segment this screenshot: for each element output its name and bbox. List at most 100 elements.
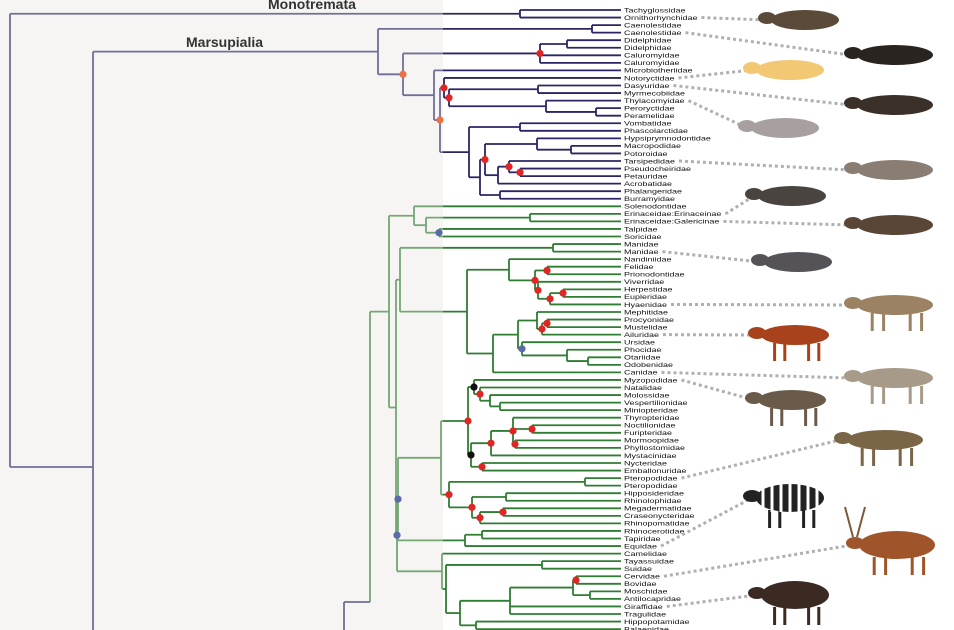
leaf-label: Natalidae xyxy=(624,384,663,392)
clade-label-monotremata: Monotremata xyxy=(268,0,356,12)
animal-images xyxy=(738,10,935,625)
platypus-icon xyxy=(758,10,839,30)
leaf-label: Felidae xyxy=(624,263,654,271)
leaf-label: Furipteridae xyxy=(624,429,673,437)
leaf-label: Procyonidae xyxy=(624,316,675,324)
leaf-label: Mustelidae xyxy=(624,324,668,332)
leaf-label: Suidae xyxy=(624,565,653,573)
animal-head xyxy=(844,162,862,174)
clade-label-marsupialia: Marsupialia xyxy=(186,34,263,50)
leaf-label: Emballonuridae xyxy=(624,467,687,475)
leaf-label: Equidae xyxy=(624,542,658,550)
hyena-icon xyxy=(844,295,933,331)
honey-possum-icon xyxy=(844,160,933,180)
animal-body xyxy=(857,95,933,115)
leaf-label: Rhinopomatidae xyxy=(624,520,690,528)
leaf-label: Hypsiprymnodontidae xyxy=(624,135,712,143)
shrew-opossum-icon xyxy=(844,45,933,65)
hedgehog-icon xyxy=(745,186,826,206)
leaf-label: Herpestidae xyxy=(624,286,673,294)
node-marker xyxy=(399,70,407,78)
animal-head xyxy=(743,62,761,74)
node-marker xyxy=(476,390,484,398)
leaf-label: Prionodontidae xyxy=(624,271,685,279)
animal-head xyxy=(758,12,776,24)
leaf-label: Myrmecobiidae xyxy=(624,89,686,97)
leaf-label: Antilocapridae xyxy=(624,595,682,603)
leaf-label: Peroryctidae xyxy=(624,105,675,113)
leaf-label: Craseonycteridae xyxy=(624,512,695,520)
leaf-label: Erinaceidae:Galericinae xyxy=(624,218,720,226)
node-marker xyxy=(487,439,495,447)
connector-line xyxy=(660,496,753,548)
leaf-label: Talpidae xyxy=(624,225,658,233)
node-marker xyxy=(499,508,507,516)
leaf-label: Odobenidae xyxy=(624,361,674,369)
leaf-label: Molossidae xyxy=(624,391,670,399)
node-marker xyxy=(464,417,472,425)
leaf-label: Phyllostomidae xyxy=(624,444,686,452)
animal-head xyxy=(745,188,763,200)
leaf-label: Manidae xyxy=(624,240,659,248)
node-marker xyxy=(468,503,476,511)
node-marker xyxy=(436,116,444,124)
node-marker xyxy=(505,163,513,171)
leaf-label: Myzopodidae xyxy=(624,376,678,384)
leaf-label: Caenolestidae xyxy=(624,29,682,37)
connector-line xyxy=(661,370,851,380)
leaf-label: Bovidae xyxy=(624,580,657,588)
node-marker xyxy=(543,266,551,275)
node-marker xyxy=(509,427,517,435)
node-marker xyxy=(572,576,580,584)
leaf-label: Microbiotheriidae xyxy=(624,67,693,75)
node-marker xyxy=(470,383,478,391)
leaf-label: Manidae xyxy=(624,248,659,256)
animal-head xyxy=(844,217,862,229)
leaf-label: Moschidae xyxy=(624,588,668,596)
node-marker xyxy=(445,491,453,499)
node-markers xyxy=(393,49,580,584)
leaf-label: Canidae xyxy=(624,369,658,377)
leaf-label: Notoryctidae xyxy=(624,74,675,82)
connector-line xyxy=(681,378,755,402)
leaf-label: Macropodidae xyxy=(624,142,682,150)
animal-body xyxy=(756,60,824,80)
leaf-label: Mephitidae xyxy=(624,308,669,316)
pangolin-icon xyxy=(751,252,832,272)
node-marker xyxy=(518,345,526,353)
connector-line xyxy=(685,31,851,57)
node-marker xyxy=(476,514,484,522)
leaf-label: Phascolarctidae xyxy=(624,127,689,135)
animal-body xyxy=(847,430,923,450)
animal-head xyxy=(846,537,864,549)
leaf-label: Ailuridae xyxy=(624,331,660,339)
leaf-label: Caluromyidae xyxy=(624,52,680,60)
leaf-label: Nandiniidae xyxy=(624,256,672,264)
antlers xyxy=(844,506,866,538)
node-marker xyxy=(528,425,536,433)
leaf-label: Rhinocerotidae xyxy=(624,527,685,535)
leaf-label: Didelphidae xyxy=(624,37,672,45)
leaf-label: Tayassuidae xyxy=(624,558,675,566)
image-connectors xyxy=(660,16,853,608)
animal-head xyxy=(751,254,769,266)
leaf-label: Erinaceidae:Erinaceinae xyxy=(624,210,722,218)
leaf-label: Tachyglossidae xyxy=(624,6,686,14)
animal-body xyxy=(857,295,933,315)
node-marker xyxy=(543,319,551,327)
animal-head xyxy=(748,327,766,339)
leaf-label: Burramyidae xyxy=(624,195,676,203)
animal-body xyxy=(761,581,829,609)
node-marker xyxy=(467,451,475,459)
leaf-label: Soricidae xyxy=(624,233,662,241)
leaf-label: Solenodontidae xyxy=(624,203,687,211)
connector-line xyxy=(670,302,851,307)
marsupial-mole-icon xyxy=(743,60,824,80)
shaded-overlay xyxy=(0,0,443,630)
animal-body xyxy=(857,368,933,388)
node-marker xyxy=(511,440,519,448)
node-marker xyxy=(546,295,554,303)
animal-head xyxy=(844,297,862,309)
